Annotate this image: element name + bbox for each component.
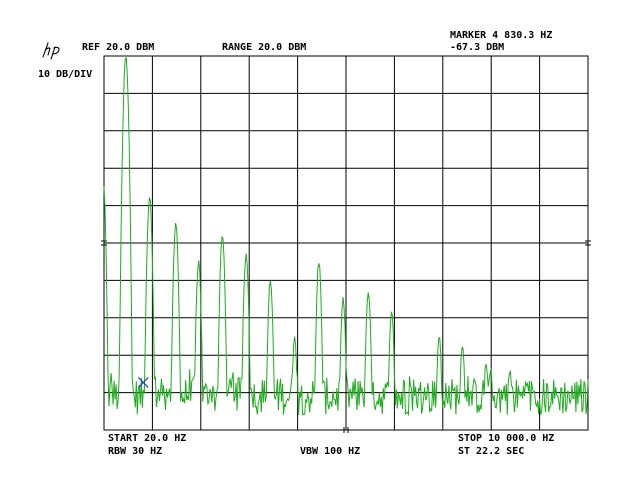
graticule	[103, 55, 589, 431]
sweep-time-label: ST 22.2 SEC	[458, 446, 525, 457]
marker-readout-label: MARKER 4 830.3 HZ	[450, 30, 553, 41]
stop-freq-label: STOP 10 000.0 HZ	[458, 433, 555, 444]
marker-symbol	[137, 377, 149, 388]
marker-readout-value: -67.3 DBM	[450, 42, 505, 53]
start-freq-label: START 20.0 HZ	[108, 433, 187, 444]
rbw-label: RBW 30 HZ	[108, 446, 163, 457]
hp-logo	[42, 42, 60, 60]
scale-label: 10 DB/DIV	[38, 69, 93, 80]
ref-level-label: REF 20.0 DBM	[82, 42, 155, 53]
marker-4	[137, 377, 149, 388]
range-label: RANGE 20.0 DBM	[222, 42, 307, 53]
spectrum-trace	[103, 57, 589, 417]
vbw-label: VBW 100 HZ	[300, 446, 361, 457]
